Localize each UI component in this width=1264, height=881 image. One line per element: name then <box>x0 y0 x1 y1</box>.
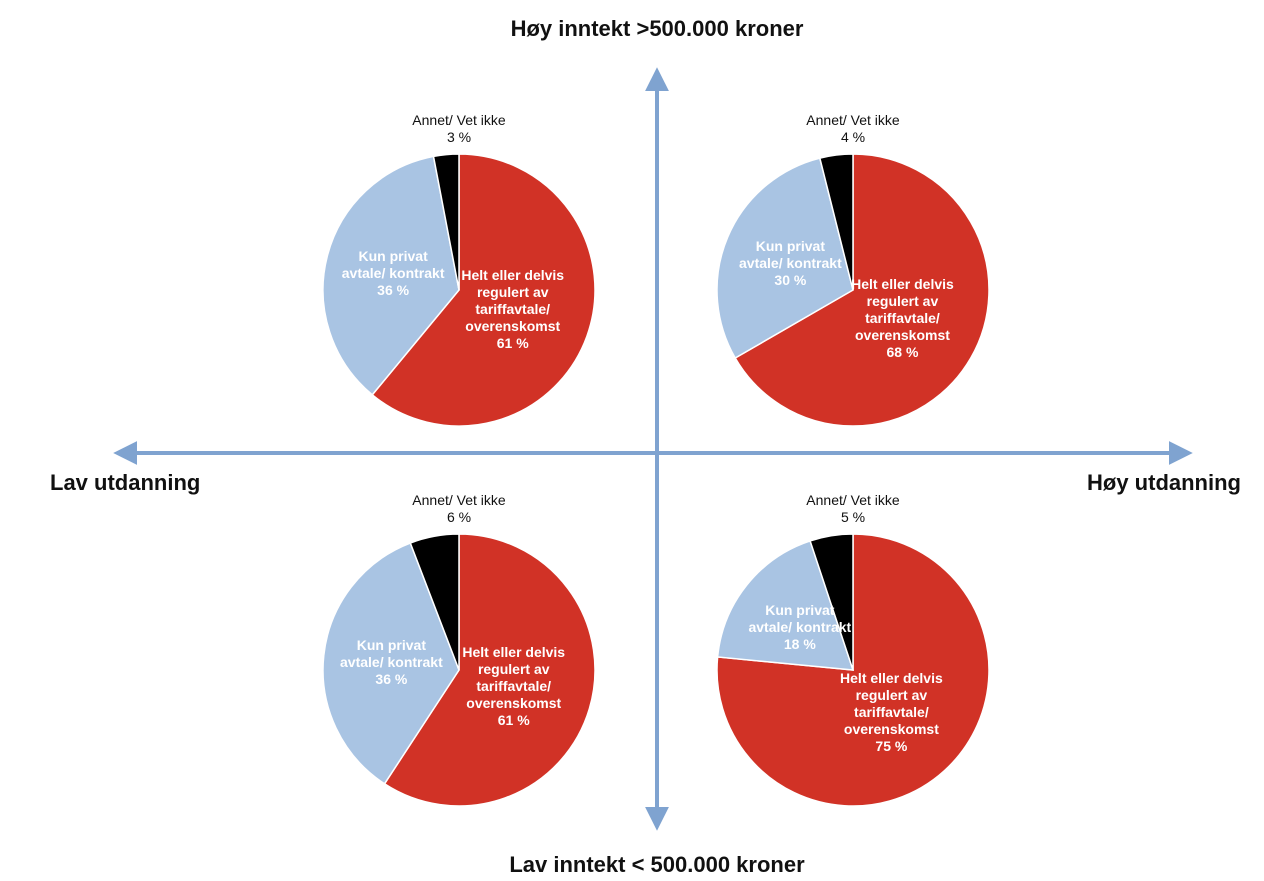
slice-label: Kun privat avtale/ kontrakt <box>341 247 445 281</box>
pie-slice <box>383 533 596 807</box>
slice-value: 68 % <box>886 344 919 361</box>
slice-value: 18 % <box>783 636 816 653</box>
pie-slice <box>716 539 855 671</box>
slice-label: Kun privat avtale/ kontrakt <box>748 602 852 636</box>
axis-label-left: Lav utdanning <box>50 470 201 495</box>
slice-label: Kun privat avtale/ kontrakt <box>340 637 443 671</box>
pie-slice <box>734 153 990 427</box>
slice-label: Annet/ Vet ikke <box>412 492 506 508</box>
pie-slice <box>322 155 460 396</box>
slice-label: Helt eller delvis regulert av tariffavta… <box>840 669 943 737</box>
slice-value: 4 % <box>840 129 866 145</box>
pie-slice <box>322 542 460 785</box>
axis-label-bottom: Lav inntekt < 500.000 kroner <box>509 852 805 877</box>
slice-label: Kun privat avtale/ kontrakt <box>739 237 842 271</box>
slice-value: 36 % <box>375 671 408 688</box>
slice-label: Helt eller delvis regulert av tariffavta… <box>461 266 565 334</box>
slice-value: 5 % <box>840 509 866 525</box>
pie-slice <box>432 153 460 291</box>
pie-slice <box>409 533 460 671</box>
pie-slice <box>809 533 854 671</box>
pie-slice <box>716 157 854 360</box>
axis-label-right: Høy utdanning <box>1087 470 1241 495</box>
slice-label: Annet/ Vet ikke <box>806 112 900 128</box>
slice-value: 3 % <box>446 129 472 145</box>
slice-label: Annet/ Vet ikke <box>412 112 506 128</box>
slice-label: Helt eller delvis regulert av tariffavta… <box>462 643 566 711</box>
slice-value: 30 % <box>774 271 807 288</box>
slice-value: 75 % <box>875 737 908 754</box>
slice-label: Annet/ Vet ikke <box>806 492 900 508</box>
slice-value: 61 % <box>497 711 530 728</box>
slice-label: Helt eller delvis regulert av tariffavta… <box>851 276 954 344</box>
slice-value: 61 % <box>496 334 529 351</box>
pie-slice <box>818 153 854 291</box>
slice-value: 6 % <box>446 509 472 525</box>
pie-slice <box>371 153 596 427</box>
axis-label-top: Høy inntekt >500.000 kroner <box>510 16 804 41</box>
slice-value: 36 % <box>377 281 410 298</box>
